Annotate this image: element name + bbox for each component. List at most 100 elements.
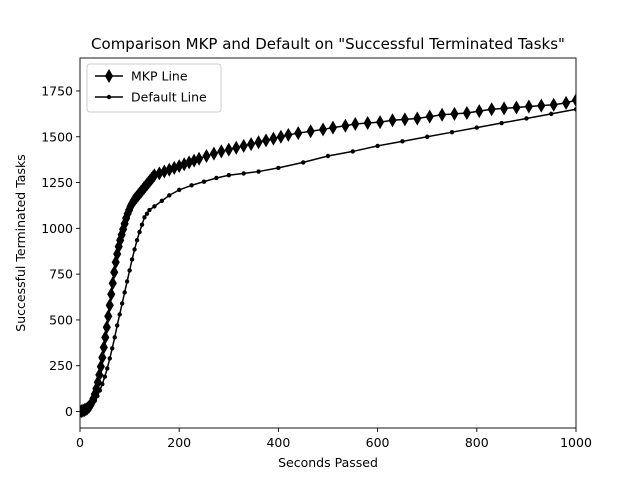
mkp-diamond-marker xyxy=(224,142,233,157)
default-point xyxy=(102,374,108,379)
legend-mkp-label: MKP Line xyxy=(131,69,188,84)
mkp-diamond-marker xyxy=(294,126,303,141)
mkp-diamond-marker xyxy=(500,101,509,116)
default-point xyxy=(142,215,147,220)
mkp-diamond-marker xyxy=(254,135,263,150)
mkp-diamond-marker xyxy=(209,146,218,161)
mkp-diamond-marker xyxy=(475,104,484,119)
default-point xyxy=(301,160,306,165)
default-point xyxy=(147,207,152,213)
mkp-diamond-marker xyxy=(318,122,328,137)
default-point xyxy=(127,268,132,273)
default-point xyxy=(122,290,127,295)
default-point xyxy=(325,153,331,159)
x-tick-label: 0 xyxy=(76,435,84,450)
mkp-diamond-marker xyxy=(232,140,241,155)
y-tick-label: 500 xyxy=(49,312,73,327)
mkp-diamond-marker xyxy=(217,144,226,159)
mkp-diamond-marker xyxy=(376,115,385,130)
default-point xyxy=(189,183,194,188)
default-point xyxy=(256,169,261,174)
axes-frame xyxy=(79,57,577,429)
default-point xyxy=(449,129,455,135)
mkp-diamond-marker xyxy=(512,100,521,115)
default-point xyxy=(425,134,430,139)
legend-default-label: Default Line xyxy=(131,90,207,105)
default-point xyxy=(201,179,207,184)
mkp-diamond-marker xyxy=(438,107,447,122)
y-tick-label: 1500 xyxy=(41,129,73,144)
chart-title: Comparison MKP and Default on "Successfu… xyxy=(91,35,565,53)
mkp-diamond-marker xyxy=(306,124,315,139)
default-point xyxy=(119,301,125,306)
default-point xyxy=(115,323,120,328)
mkp-diamond-marker xyxy=(549,97,558,112)
mkp-diamond-marker xyxy=(413,111,422,126)
mkp-diamond-marker xyxy=(101,330,110,345)
legend: MKP Line Default Line xyxy=(86,63,222,113)
mkp-diamond-marker xyxy=(537,98,546,113)
x-tick-label: 400 xyxy=(266,435,290,450)
default-point xyxy=(117,312,122,317)
mkp-diamond-marker xyxy=(247,137,256,152)
mkp-diamond-marker xyxy=(388,113,397,128)
default-point xyxy=(350,149,355,154)
mkp-diamond-marker xyxy=(110,265,119,280)
default-point xyxy=(124,279,130,284)
mkp-diamond-marker xyxy=(104,309,113,324)
mkp-diamond-marker xyxy=(102,320,111,335)
mkp-diamond-marker xyxy=(400,112,409,127)
y-tick-label: 750 xyxy=(49,267,73,282)
default-point xyxy=(167,193,172,198)
legend-mkp-diamond-marker xyxy=(104,69,114,83)
y-tick-label: 1000 xyxy=(41,221,73,236)
mkp-diamond-marker xyxy=(341,118,350,133)
default-point xyxy=(144,211,150,216)
y-axis-ticks: 0 250 500 750 1000 1250 1500 1750 xyxy=(41,83,80,419)
mkp-diamond-marker xyxy=(284,127,293,142)
mkp-diamond-marker xyxy=(107,287,116,302)
plot-area xyxy=(80,93,576,419)
default-point xyxy=(214,175,219,181)
y-tick-label: 1750 xyxy=(41,83,73,98)
x-axis-ticks: 0 200 400 600 800 1000 xyxy=(76,428,592,450)
default-point xyxy=(524,116,529,121)
legend-default-point-marker xyxy=(106,94,112,100)
series-default-line xyxy=(80,108,576,413)
default-point xyxy=(276,165,281,171)
default-point xyxy=(499,120,504,126)
mkp-diamond-marker xyxy=(450,106,459,121)
default-point xyxy=(375,143,380,149)
x-axis-label: Seconds Passed xyxy=(278,455,378,470)
x-tick-label: 1000 xyxy=(560,435,592,450)
default-point xyxy=(129,257,135,262)
default-point xyxy=(573,107,576,112)
mkp-diamond-marker xyxy=(276,129,285,144)
y-tick-label: 250 xyxy=(49,358,73,373)
mkp-diamond-marker xyxy=(261,133,271,148)
mkp-diamond-marker xyxy=(462,105,471,120)
default-point xyxy=(139,222,145,227)
default-point xyxy=(241,171,246,176)
default-point xyxy=(474,125,479,130)
mkp-diamond-marker xyxy=(108,276,117,291)
default-point xyxy=(226,173,231,178)
mkp-diamond-marker xyxy=(351,116,360,131)
default-point xyxy=(132,247,137,252)
default-point xyxy=(110,346,115,351)
x-tick-label: 800 xyxy=(465,435,489,450)
default-point xyxy=(152,204,157,209)
mkp-diamond-marker xyxy=(269,131,278,146)
mkp-diamond-marker xyxy=(98,350,107,365)
x-tick-label: 200 xyxy=(167,435,191,450)
mkp-diamond-marker xyxy=(562,95,571,110)
mkp-diamond-marker xyxy=(99,340,108,355)
mkp-diamond-marker xyxy=(328,120,338,135)
mkp-diamond-marker xyxy=(487,102,496,117)
y-tick-label: 1250 xyxy=(41,175,73,190)
default-point xyxy=(177,187,182,193)
default-point xyxy=(107,356,112,361)
default-point xyxy=(549,111,554,117)
default-point xyxy=(400,139,405,144)
